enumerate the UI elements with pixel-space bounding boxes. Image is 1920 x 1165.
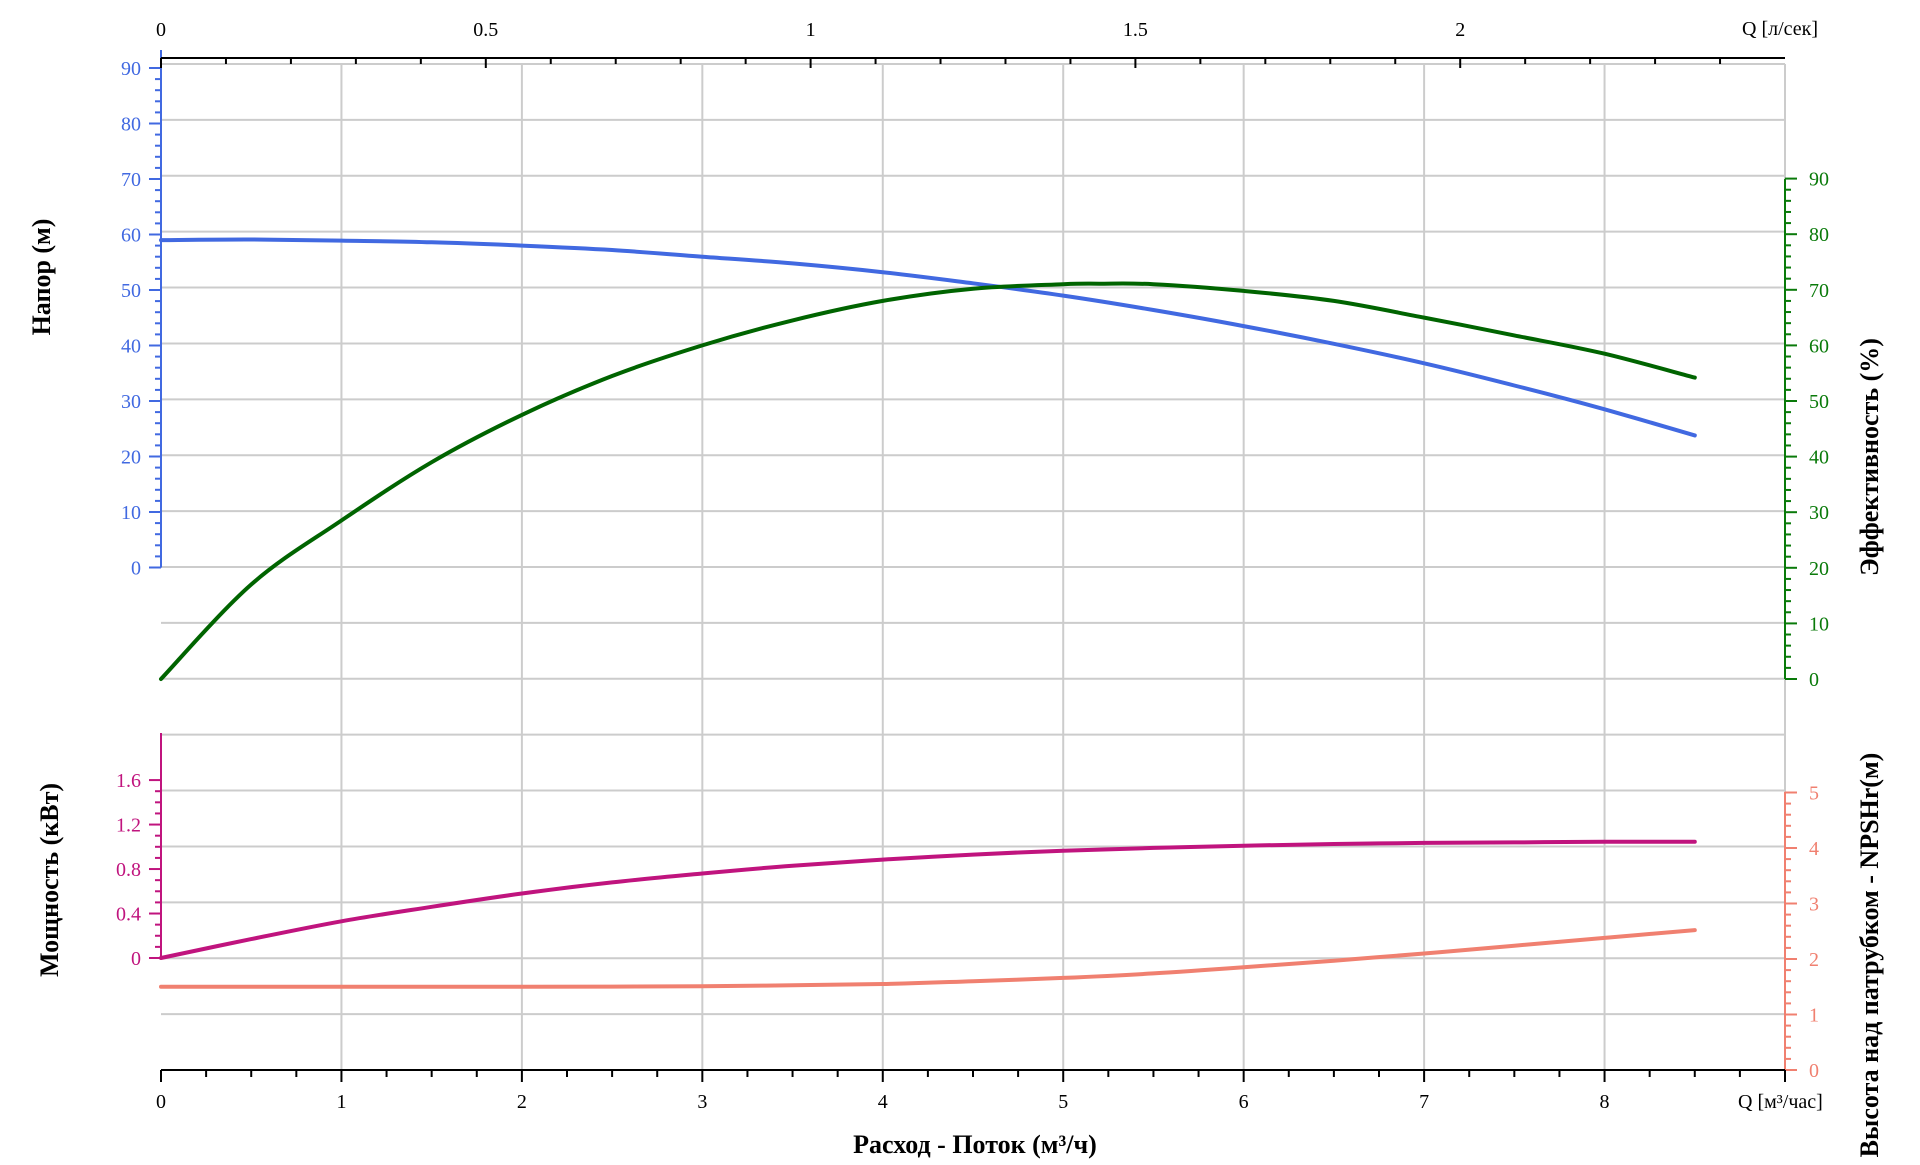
efficiency-tick-label: 60 [1809,335,1829,357]
efficiency-curve [159,281,1697,681]
x-top-tick-label: 1 [806,19,816,41]
curves [159,237,1697,989]
efficiency-tick-label: 50 [1809,391,1829,413]
npsh-tick-label: 4 [1809,838,1819,860]
power-tick-label: 0.4 [116,904,141,926]
x-tick-label: 5 [1058,1091,1068,1113]
power-tick-label: 0.8 [116,859,141,881]
head-tick-label: 30 [121,391,141,413]
x-tick-label: 6 [1239,1091,1249,1113]
npsh-curve [159,928,1697,989]
x-top-tick-label: 0.5 [473,19,498,41]
x-tick-label: 2 [517,1091,527,1113]
power-axis-title: Мощность (кВт) [35,783,64,977]
x-tick-label: 8 [1600,1091,1610,1113]
power-tick-label: 0 [131,948,141,970]
x-unit-label-bottom: Q [м³/час] [1738,1091,1823,1113]
efficiency-tick-label: 40 [1809,447,1829,469]
x-axis-title: Расход - Поток (м³/ч) [853,1130,1097,1159]
efficiency-tick-label: 20 [1809,558,1829,580]
head-axis-title: Напор (м) [27,219,56,336]
head-tick-label: 0 [131,558,141,580]
head-tick-label: 10 [121,502,141,524]
head-tick-label: 80 [121,114,141,136]
x-tick-label: 7 [1419,1091,1429,1113]
power-tick-label: 1.2 [116,815,141,837]
efficiency-tick-label: 30 [1809,502,1829,524]
tick-labels: 908070605040302010090807060504030201001.… [116,19,1829,1113]
x-tick-label: 0 [156,1091,166,1113]
head-tick-label: 20 [121,447,141,469]
head-tick-label: 60 [121,225,141,247]
npsh-tick-label: 5 [1809,783,1819,805]
power-curve [159,839,1697,960]
efficiency-tick-label: 90 [1809,169,1829,191]
grid [161,63,1786,1071]
head-tick-label: 70 [121,169,141,191]
x-unit-label-top: Q [л/сек] [1742,18,1818,40]
head-tick-label: 90 [121,58,141,80]
head-curve [159,237,1697,438]
npsh-axis-title: Высота над патрубком - NPSHr(м) [1855,753,1884,1158]
x-tick-label: 3 [697,1091,707,1113]
x-top-tick-label: 0 [156,19,166,41]
efficiency-tick-label: 0 [1809,669,1819,691]
efficiency-tick-label: 80 [1809,224,1829,246]
axes [149,50,1797,1082]
head-tick-label: 40 [121,336,141,358]
efficiency-tick-label: 70 [1809,280,1829,302]
head-tick-label: 50 [121,280,141,302]
npsh-tick-label: 0 [1809,1060,1819,1082]
x-top-tick-label: 2 [1455,19,1465,41]
npsh-tick-label: 3 [1809,894,1819,916]
npsh-tick-label: 2 [1809,949,1819,971]
x-top-tick-label: 1.5 [1123,19,1148,41]
efficiency-axis-title: Эффективность (%) [1855,338,1884,576]
power-tick-label: 1.6 [116,770,141,792]
x-tick-label: 4 [878,1091,888,1113]
npsh-tick-label: 1 [1809,1005,1819,1027]
x-tick-label: 1 [336,1091,346,1113]
efficiency-tick-label: 10 [1809,613,1829,635]
